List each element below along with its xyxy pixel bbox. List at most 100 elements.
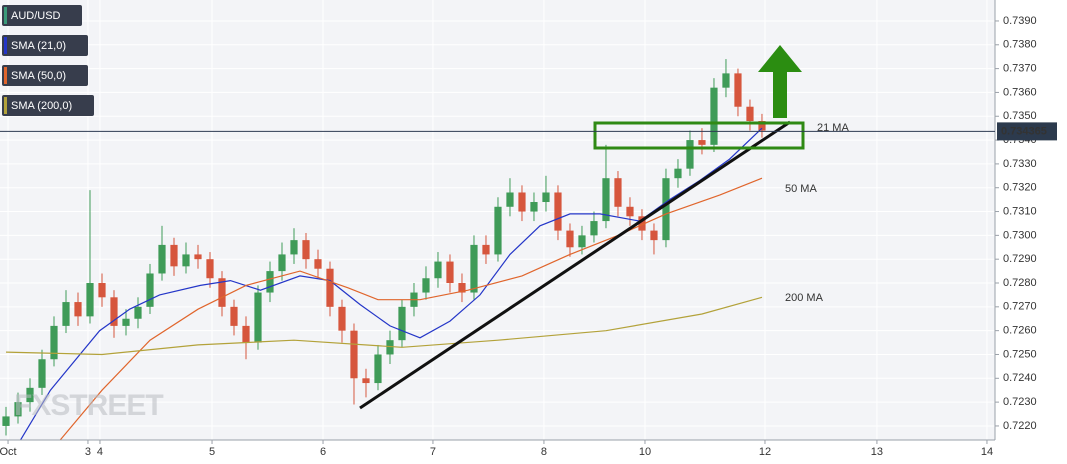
candle-body	[470, 244, 478, 293]
candle-body	[734, 73, 742, 107]
candle-body	[398, 306, 406, 341]
candle-body	[290, 240, 298, 255]
candle-body	[590, 221, 598, 236]
candle-body	[482, 244, 490, 255]
overlay: 0.7220 0.7230 0.7240 0.7250 0.7260 0.7270 0.72…	[0, 5, 1057, 458]
legend-swatch	[4, 37, 7, 54]
candle-body	[494, 206, 502, 255]
sma-line	[59, 177, 763, 440]
candle-body	[506, 192, 514, 207]
y-tick-label: 0.7280	[1003, 277, 1037, 289]
candle-body	[458, 283, 466, 293]
candle-body	[686, 140, 694, 169]
y-tick-label: 0.7390	[1003, 15, 1037, 27]
candle-body	[614, 178, 622, 207]
y-tick-label: 0.7260	[1003, 325, 1037, 337]
x-tick-label: 12	[759, 446, 771, 458]
candle-body	[758, 121, 766, 131]
sma-line	[5, 296, 763, 356]
watermark: FXSTREET	[14, 389, 163, 422]
candle-body	[266, 271, 274, 293]
legend-box	[2, 35, 88, 56]
candle-body	[38, 359, 46, 388]
candle-body	[542, 192, 550, 203]
candle-body	[110, 297, 118, 326]
candle-body	[2, 416, 10, 426]
candle-body	[446, 261, 454, 284]
y-tick-label: 0.7380	[1003, 39, 1037, 51]
candle-body	[254, 292, 262, 343]
x-tick-label: 14	[981, 446, 993, 458]
candle-body	[638, 216, 646, 231]
candle-body	[206, 259, 214, 279]
candle-body	[578, 235, 586, 248]
candle-body	[194, 254, 202, 260]
candle-body	[710, 87, 718, 145]
candle-body	[518, 192, 526, 212]
candle-body	[338, 306, 346, 331]
candle-body	[170, 244, 178, 267]
price-label-box	[997, 122, 1057, 141]
x-tick-label: 13	[871, 446, 883, 458]
x-tick-label: 10	[639, 446, 651, 458]
candle-body	[362, 378, 370, 384]
candle-body	[134, 306, 142, 319]
resistance-box	[593, 121, 805, 150]
candle-body	[566, 230, 574, 248]
x-tick-label: 5	[209, 446, 215, 458]
y-tick-label: 0.7240	[1003, 372, 1037, 384]
candle-body	[242, 325, 250, 343]
trend-line	[359, 120, 791, 410]
candle-body	[422, 278, 430, 293]
candle-body	[98, 283, 106, 298]
candle-body	[626, 206, 634, 217]
y-tick-label: 0.7330	[1003, 158, 1037, 170]
candle-body	[14, 402, 22, 417]
y-tick-label: 0.7270	[1003, 301, 1037, 313]
x-tick-label: 4	[97, 446, 103, 458]
legend-label: SMA (21,0)	[11, 40, 66, 52]
candle-body	[602, 178, 610, 222]
y-tick-label: 0.7230	[1003, 396, 1037, 408]
annotation: 21 MA	[817, 122, 849, 134]
candle-body	[146, 273, 154, 307]
legend-label: AUD/USD	[11, 10, 61, 22]
candle-body	[722, 73, 730, 88]
candle-body	[674, 168, 682, 179]
legend-label: SMA (200,0)	[11, 100, 72, 112]
y-tick-label: 0.7310	[1003, 205, 1037, 217]
candle-body	[218, 278, 226, 307]
candle-body	[350, 330, 358, 379]
candle-body	[314, 259, 322, 269]
candle-body	[434, 261, 442, 279]
candle-body	[182, 254, 190, 267]
candle-body	[662, 178, 670, 241]
candle-body	[158, 244, 166, 274]
up-arrow	[758, 45, 802, 118]
x-tick-label: 6	[320, 446, 326, 458]
x-tick-label: 8	[541, 446, 547, 458]
candle-body	[26, 387, 34, 403]
candle-body	[698, 140, 706, 145]
candle-body	[374, 354, 382, 384]
candle-body	[530, 202, 538, 212]
candle-body	[86, 283, 94, 317]
annotation: 50 MA	[785, 183, 817, 195]
legend-swatch	[4, 7, 7, 24]
y-tick-label: 0.7250	[1003, 348, 1037, 360]
candle-body	[50, 325, 58, 360]
legend-swatch	[4, 97, 7, 114]
candle-body	[302, 240, 310, 260]
y-tick-label: 0.7320	[1003, 182, 1037, 194]
candle-body	[122, 318, 130, 326]
candle-body	[230, 306, 238, 326]
y-tick-label: 0.7300	[1003, 229, 1037, 241]
candle-body	[74, 302, 82, 317]
x-tick-label: 7	[430, 446, 436, 458]
candle-body	[650, 230, 658, 241]
legend-box	[2, 65, 88, 86]
x-tick-label: 3	[85, 446, 91, 458]
legend-label: SMA (50,0)	[11, 70, 66, 82]
